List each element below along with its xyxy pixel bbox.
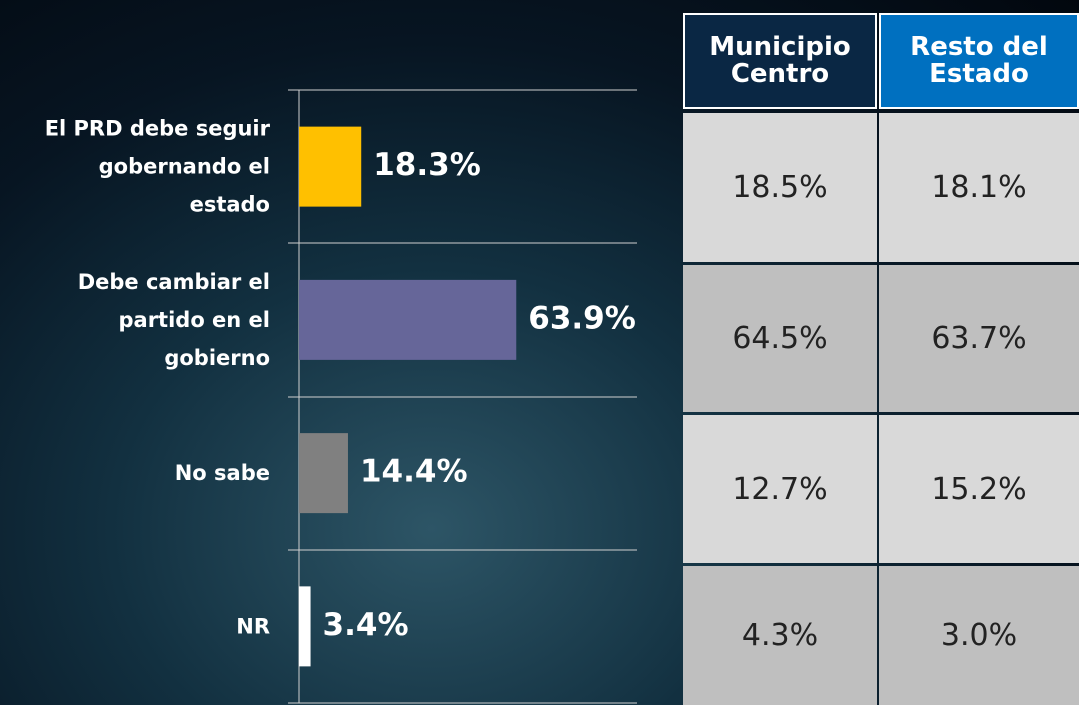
table-cell: 18.1% bbox=[879, 113, 1079, 262]
bar bbox=[299, 280, 516, 360]
value-label: 18.3% bbox=[373, 147, 481, 183]
column-header: Municipio Centro bbox=[683, 13, 877, 109]
table-cell: 64.5% bbox=[683, 265, 877, 412]
table-cell: 63.7% bbox=[879, 265, 1079, 412]
table-cell: 15.2% bbox=[879, 415, 1079, 563]
page: 18.3% El PRD debe seguirgobernando elesta… bbox=[0, 0, 1079, 705]
value-label: 3.4% bbox=[323, 607, 409, 643]
category-label: No sabe bbox=[175, 461, 270, 485]
value-label: 14.4% bbox=[360, 454, 468, 490]
column-header: Resto del Estado bbox=[879, 13, 1079, 109]
bar bbox=[299, 586, 311, 666]
value-label: 63.9% bbox=[528, 300, 636, 336]
table-cell: 4.3% bbox=[683, 566, 877, 705]
table-cell: 12.7% bbox=[683, 415, 877, 563]
category-label: NR bbox=[236, 614, 270, 638]
bar bbox=[299, 127, 361, 207]
table-cell: 18.5% bbox=[683, 113, 877, 262]
bar bbox=[299, 433, 348, 513]
table-cell: 3.0% bbox=[879, 566, 1079, 705]
